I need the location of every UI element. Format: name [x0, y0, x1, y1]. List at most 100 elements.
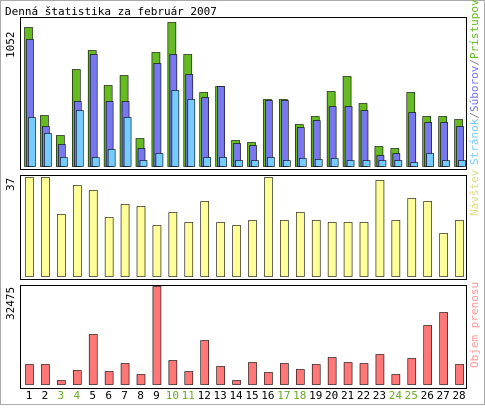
bar-stranok [139, 160, 148, 167]
bar-navstev [41, 177, 50, 277]
x-axis-day-label: 19 [309, 389, 322, 402]
bar-stranok [91, 157, 100, 167]
bar-suborov [360, 110, 369, 167]
x-axis-day-label: 18 [293, 389, 306, 402]
bar-stranok [442, 160, 450, 167]
bar-navstev [359, 222, 369, 277]
bar-stranok [426, 153, 435, 167]
bar-objem [327, 357, 337, 385]
x-axis-day-label: 16 [261, 389, 274, 402]
x-axis-day-label: 7 [121, 389, 128, 402]
bar-stranok [60, 157, 68, 167]
bar-objem [264, 372, 273, 385]
bar-objem [216, 366, 225, 385]
bar-stranok [410, 162, 419, 167]
side-label-objem: Objem prenosu [468, 282, 481, 368]
chart-panel-frame [20, 17, 467, 170]
bar-objem [184, 371, 194, 385]
bar-navstev [104, 217, 114, 277]
bar-stranok [283, 160, 291, 167]
bar-objem [232, 380, 241, 385]
bottom-chart-max-label: 32475 [4, 287, 17, 320]
bar-navstev [168, 212, 178, 277]
top-chart-max-label: 1052 [4, 32, 17, 59]
bar-navstev [136, 206, 146, 277]
bar-objem [439, 312, 448, 385]
bar-objem [311, 364, 321, 385]
bar-objem [25, 364, 34, 385]
bar-suborov [440, 122, 448, 167]
bar-stranok [362, 160, 371, 167]
x-axis-day-label: 22 [357, 389, 370, 402]
bar-navstev [343, 222, 353, 277]
bar-stranok [235, 160, 243, 167]
x-axis-day-label: 5 [89, 389, 96, 402]
bar-navstev [264, 177, 273, 277]
bar-objem [57, 380, 66, 385]
x-axis-day-label: 24 [389, 389, 403, 402]
chart-panel-frame [20, 285, 467, 389]
bar-objem [152, 286, 162, 385]
x-axis-day-label: 4 [73, 389, 80, 402]
x-axis-day-label: 9 [153, 389, 160, 402]
bar-suborov [408, 112, 417, 167]
bar-objem [407, 358, 417, 385]
x-axis-day-label: 23 [373, 389, 386, 402]
x-axis-day-labels: 1 2 3 4 5 6 7 8 9 10 11 12 13 14 15 16 17 18 19 20 21 22 23 24 2… [26, 389, 466, 402]
x-axis-day-label: 27 [437, 389, 450, 402]
bar-stranok [123, 117, 132, 167]
bar-navstev [311, 220, 321, 277]
x-axis-day-label: 15 [245, 389, 258, 402]
bar-objem [375, 354, 385, 385]
bar-objem [343, 362, 353, 385]
bar-suborov [281, 100, 289, 167]
bar-navstev [232, 225, 241, 277]
bar-stranok [330, 158, 339, 167]
x-axis-day-label: 20 [325, 389, 338, 402]
bar-objem [104, 371, 114, 385]
bar-suborov [153, 63, 162, 167]
bar-objem [280, 363, 289, 385]
top-chart-side-legend: Stránok/Súborov/Prístupov [468, 0, 481, 165]
x-axis-day-label: 10 [166, 389, 179, 402]
bar-suborov [89, 54, 98, 167]
x-axis-day-label: 17 [277, 389, 290, 402]
side-label-stranok: Stránok [468, 118, 481, 165]
bar-suborov [201, 97, 210, 167]
bar-stranok [203, 157, 212, 167]
bar-stranok [187, 99, 196, 167]
x-axis-day-label: 8 [137, 389, 144, 402]
bar-navstev [72, 185, 82, 277]
bar-objem [72, 370, 82, 385]
bar-stranok [378, 160, 387, 167]
x-axis-day-label: 11 [182, 389, 195, 402]
bar-stranok [314, 159, 323, 167]
bar-stranok [394, 160, 403, 167]
x-axis-day-label: 2 [42, 389, 49, 402]
x-axis-day-label: 21 [341, 389, 354, 402]
bar-stranok [44, 133, 52, 167]
side-label-separator: / [468, 59, 481, 66]
bar-objem [359, 363, 369, 385]
side-label-separator: / [468, 112, 481, 119]
bar-stranok [155, 153, 164, 167]
bar-stranok [219, 157, 227, 167]
bar-objem [248, 362, 257, 385]
bar-navstev [280, 220, 289, 277]
chart-title: Denná štatistika za február 2007 [5, 5, 217, 18]
bar-objem [423, 325, 433, 385]
side-label-navstev: Návštev [468, 169, 481, 216]
bar-suborov [344, 106, 353, 167]
x-axis-day-label: 26 [421, 389, 434, 402]
x-axis-day-label: 25 [405, 389, 418, 402]
bar-suborov [217, 86, 225, 167]
bar-navstev [423, 201, 433, 277]
side-label-pristupov: Prístupov [468, 0, 481, 59]
bar-stranok [171, 90, 180, 167]
x-axis-day-label: 3 [58, 389, 65, 402]
bar-objem [88, 334, 98, 385]
side-label-suborov: Súborov [468, 65, 481, 112]
bar-objem [455, 364, 464, 385]
